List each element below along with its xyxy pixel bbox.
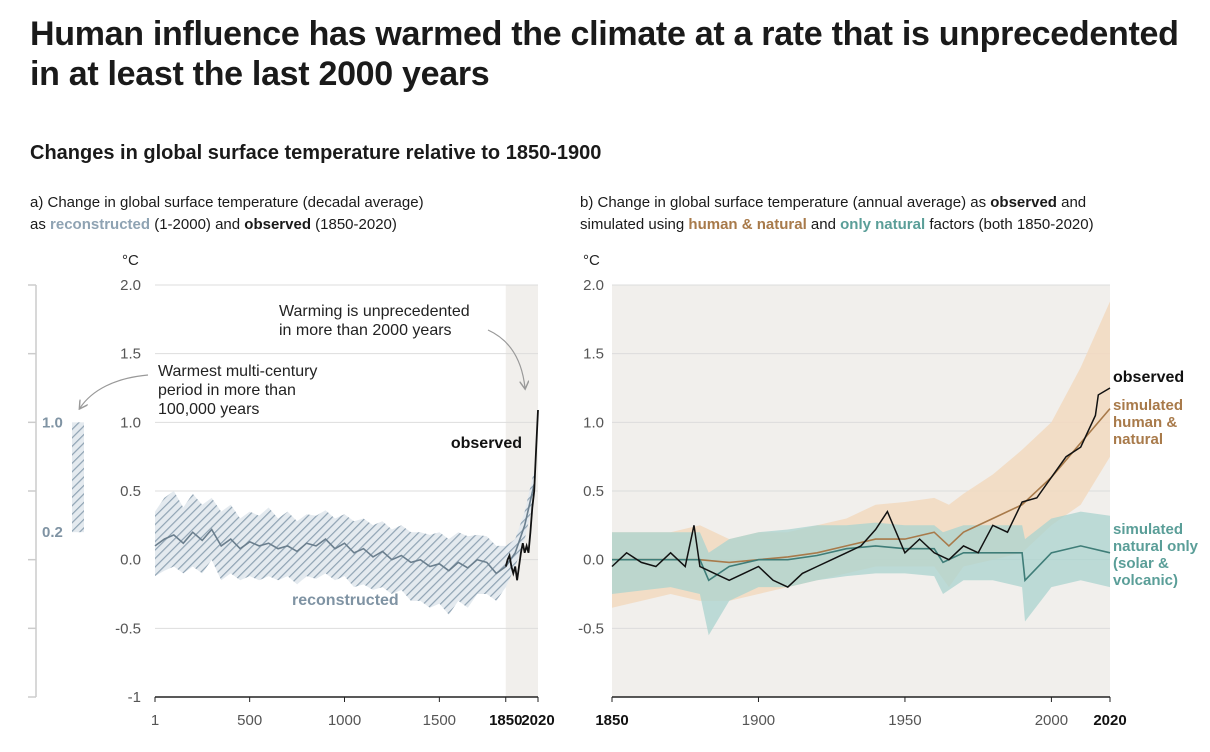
y-tick-label: 1.5 — [120, 346, 141, 363]
natural-only-band — [612, 511, 1110, 636]
natural-only-label: simulated — [1113, 521, 1183, 538]
y-tick-label: 0.0 — [583, 552, 604, 569]
side-bar-top-label: 1.0 — [42, 414, 63, 431]
human-natural-label: natural — [1113, 431, 1163, 448]
annotation-warmest-line: 100,000 years — [158, 401, 259, 418]
natural-only-label: (solar & — [1113, 555, 1169, 572]
x-tick-label: 1000 — [328, 712, 361, 729]
y-tick-label: 2.0 — [583, 277, 604, 294]
y-tick-label: -1 — [128, 689, 141, 706]
x-tick-label: 1 — [151, 712, 159, 729]
x-tick-label: 1850 — [489, 712, 522, 729]
panel-b-title: b) Change in global surface temperature … — [580, 192, 1200, 236]
chart-subtitle: Changes in global surface temperature re… — [30, 142, 602, 164]
y-tick-label: 1.0 — [583, 414, 604, 431]
y-tick-label: 0.5 — [583, 483, 604, 500]
y-axis-unit: °C — [122, 252, 139, 269]
y-tick-label: 0.5 — [120, 483, 141, 500]
annotation-warming-line: in more than 2000 years — [279, 322, 452, 339]
x-tick-label: 1900 — [742, 712, 775, 729]
panel-a-title: a) Change in global surface temperature … — [30, 192, 550, 236]
natural-only-label: natural only — [1113, 538, 1199, 555]
panel-b-title-line1-post: and — [1056, 194, 1087, 211]
annotation-warmest-line: period in more than — [158, 382, 296, 399]
y-tick-label: 2.0 — [120, 277, 141, 294]
observed-label: observed — [451, 435, 522, 452]
y-tick-label: -0.5 — [115, 620, 141, 637]
panel-b-title-human: human & natural — [688, 216, 807, 233]
observed-line — [504, 409, 539, 581]
reconstructed-label: reconstructed — [292, 592, 399, 609]
y-tick-label: 1.0 — [120, 414, 141, 431]
panel-b-title-post: factors (both 1850-2020) — [925, 216, 1094, 233]
y-axis-unit: °C — [583, 252, 600, 269]
annotation-arrow — [80, 374, 149, 408]
observed-line — [611, 387, 1111, 588]
panel-b-chart: 2.0 1.5 1.0 0.5 0.0 -0.5 °C 1850 1900 1950 2000 202… — [578, 252, 1199, 729]
page-title: Human influence has warmed the climate a… — [30, 15, 1179, 93]
x-tick-label: 1500 — [423, 712, 456, 729]
y-tick-label: 1.5 — [583, 346, 604, 363]
human-natural-label: human & — [1113, 414, 1177, 431]
x-tick-label: 500 — [237, 712, 262, 729]
panel-b-title-line2-pre: simulated using — [580, 216, 689, 233]
natural-only-label: volcanic) — [1113, 572, 1178, 589]
annotation-warming-line: Warming is unprecedented — [279, 303, 470, 320]
panel-a-title-post: (1850-2020) — [310, 216, 397, 233]
annotation-arrow — [487, 329, 525, 388]
reconstructed-line — [154, 483, 535, 575]
x-tick-label: 1950 — [888, 712, 921, 729]
panel-a-title-pre: as — [30, 216, 51, 233]
panel-a-title-observed: observed — [244, 216, 311, 233]
annotation-warmest-line: Warmest multi-century — [158, 363, 317, 380]
panel-a-title-mid: (1-2000) and — [150, 216, 245, 233]
x-tick-label: 1850 — [595, 712, 628, 729]
observed-label: observed — [1113, 369, 1184, 386]
x-tick-label: 2000 — [1035, 712, 1068, 729]
panel-a-chart: 2.01.51.00.50.0-0.5-1°C1 500 1000 1500 18502… — [28, 252, 555, 729]
human-natural-label: simulated — [1113, 397, 1183, 414]
side-bar-bottom-label: 0.2 — [42, 524, 63, 541]
panel-b-title-line1-pre: b) Change in global surface temperature … — [580, 194, 991, 211]
y-tick-label: 0.0 — [120, 552, 141, 569]
panel-a-title-line1: a) Change in global surface temperature … — [30, 194, 424, 211]
natural-only-line — [612, 545, 1111, 583]
x-tick-label: 2020 — [1093, 712, 1126, 729]
panel-b-title-mid: and — [806, 216, 841, 233]
warmest-period-bar — [72, 422, 84, 533]
x-tick-label: 2020 — [521, 712, 554, 729]
panel-b-title-observed: observed — [990, 194, 1057, 211]
panel-b-title-natural: only natural — [840, 216, 926, 233]
panel-a-title-reconstructed: reconstructed — [50, 216, 151, 233]
y-tick-label: -0.5 — [578, 620, 604, 637]
